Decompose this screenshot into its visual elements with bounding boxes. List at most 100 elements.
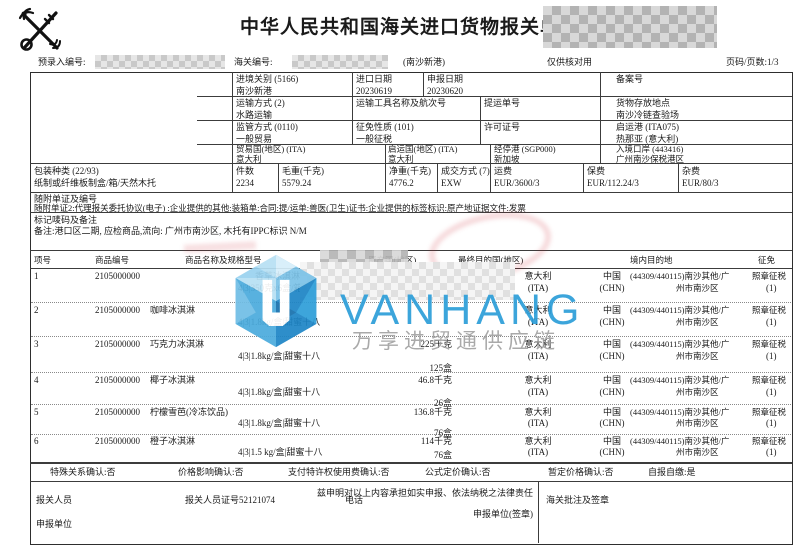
field-departure-port: 启运港 (ITA075) 热那亚 (意大利) — [616, 122, 680, 144]
field-gross-weight: 毛重(千克) 5579.24 — [282, 166, 324, 188]
duty-code: (1) — [766, 418, 777, 428]
dest-code: (CHN) — [599, 387, 625, 397]
duty-code: (1) — [766, 351, 777, 361]
qty-weight: 225千克 — [420, 339, 452, 349]
field-declare-date: 申报日期 20230620 — [427, 74, 464, 96]
item-no: 4 — [34, 375, 39, 385]
domestic-dest-line2: 州市南沙区 — [676, 351, 719, 361]
hs-code: 2105000000 — [95, 375, 140, 385]
domestic-dest-line1: (44309/440115)南沙其他/广 — [630, 305, 730, 315]
domestic-dest-line2: 州市南沙区 — [676, 447, 719, 457]
dest-code: (CHN) — [599, 317, 625, 327]
declare-unit-label: 申报单位 — [36, 519, 73, 529]
item-no: 3 — [34, 339, 39, 349]
page-title: 中华人民共和国海关进口货物报关单 — [239, 17, 560, 38]
confirm-self-declare: 自报自缴:是 — [648, 467, 696, 477]
domestic-dest-line2: 州市南沙区 — [676, 283, 719, 293]
field-transit-port: 经停港 (SGP000) 新加坡 — [494, 144, 556, 164]
field-pieces: 件数 2234 — [236, 166, 255, 188]
redacted-customs-no — [292, 55, 388, 69]
field-trade-country: 贸易国(地区) (ITA) 意大利 — [236, 144, 306, 164]
origin-country: 意大利 — [524, 305, 552, 315]
port-note: (南沙新港) — [403, 57, 445, 67]
duty-code: (1) — [766, 387, 777, 397]
origin-code: (ITA) — [527, 283, 549, 293]
item-no: 5 — [34, 407, 39, 417]
col-duty: 征免 — [758, 255, 776, 265]
marks-remarks-content: 备注:港口区二期, 应检商品,流向: 广州市南沙区, 木托有IPPC标识 N/M — [34, 226, 307, 236]
col-code: 商品编号 — [95, 255, 130, 265]
field-bill-no: 提运单号 — [484, 98, 521, 108]
dest-country: 中国 — [602, 375, 621, 385]
hs-code: 2105000000 — [95, 436, 140, 446]
goods-name: 巧克力冰淇淋 — [150, 339, 205, 349]
goods-spec: 4|3|1.8kg/盒|甜蜜十八 — [238, 351, 321, 361]
domestic-dest-line1: (44309/440115)南沙其他/广 — [630, 436, 730, 446]
origin-country: 意大利 — [524, 375, 552, 385]
field-record-no: 备案号 — [616, 74, 644, 84]
declarant-label: 报关人员 — [36, 495, 73, 505]
dest-country: 中国 — [602, 271, 621, 281]
form-border — [30, 72, 793, 545]
qty-weight: 46.8千克 — [418, 375, 452, 385]
pre-entry-no-label: 预录入编号: — [38, 57, 86, 67]
marks-remarks-label: 标记唛码及备注 — [34, 215, 98, 225]
declare-unit-seal: 申报单位(签章) — [473, 509, 533, 519]
confirm-provisional-price: 暂定价格确认:否 — [548, 467, 614, 477]
attached-docs-label: 随附单证及编号 — [34, 194, 98, 204]
duty-mode: 照章征税 — [752, 339, 787, 349]
goods-spec: 4|3|1.8kg/盒|甜蜜十八 — [238, 317, 321, 327]
domestic-dest-line1: (44309/440115)南沙其他/广 — [630, 407, 730, 417]
qty-weight: 136.8千克 — [413, 407, 452, 417]
page-info: 页码/页数:1/3 — [726, 57, 779, 67]
duty-mode: 照章征税 — [752, 375, 787, 385]
qty-boxes: 76盒 — [433, 450, 452, 460]
confirm-royalty: 支付特许权使用费确认:否 — [288, 467, 390, 477]
origin-code: (ITA) — [527, 317, 549, 327]
item-no: 1 — [34, 271, 39, 281]
declaration-statement: 兹申明对以上内容承担如实申报、依法纳税之法律责任 — [317, 488, 534, 498]
field-freight: 运费 EUR/3600/3 — [494, 166, 540, 188]
dest-code: (CHN) — [599, 351, 625, 361]
dest-country: 中国 — [602, 436, 621, 446]
goods-name: 橙子冰淇淋 — [150, 436, 196, 446]
origin-country: 意大利 — [524, 407, 552, 417]
qty-boxes: 125盒 — [429, 363, 452, 373]
field-entry-port: 进境关别 (5166) 南沙新港 — [236, 74, 299, 96]
hs-code: 2105000000 — [95, 305, 140, 315]
hs-code: 2105000000 — [95, 407, 140, 417]
customs-notes-label: 海关批注及签章 — [546, 495, 610, 505]
dest-country: 中国 — [602, 305, 621, 315]
goods-spec: 4|3|1.5 kg/盒|甜蜜十八 — [238, 447, 323, 457]
col-domestic-dest: 境内目的地 — [630, 255, 673, 265]
field-entry-point: 入境口岸 (443416) 广州南沙保税港区 — [616, 144, 685, 164]
field-tax-nature: 征免性质 (101) 一般征税 — [356, 122, 414, 144]
field-misc-fee: 杂费 EUR/80/3 — [682, 166, 719, 188]
field-net-weight: 净重(千克) 4776.2 — [389, 166, 431, 188]
phone-label: 电话 — [345, 495, 364, 505]
hs-code: 2105000000 — [95, 271, 140, 281]
origin-code: (ITA) — [527, 351, 549, 361]
item-no: 2 — [34, 305, 39, 315]
col-name-spec: 商品名称及规格型号 — [185, 255, 262, 265]
domestic-dest-line2: 州市南沙区 — [676, 317, 719, 327]
field-supervision-mode: 监管方式 (0110) 一般贸易 — [236, 122, 298, 144]
domestic-dest-line1: (44309/440115)南沙其他/广 — [630, 375, 730, 385]
goods-name: 椰子冰淇淋 — [150, 375, 196, 385]
item-no: 6 — [34, 436, 39, 446]
confirm-price-influence: 价格影响确认:否 — [178, 467, 244, 477]
field-departure-country: 启运国(地区) (ITA) 意大利 — [388, 144, 458, 164]
dest-code: (CHN) — [599, 283, 625, 293]
goods-spec: 4|3|1.8kg/盒|甜蜜十八 — [238, 387, 321, 397]
field-transaction-mode: 成交方式 (7) EXW — [441, 166, 490, 188]
origin-country: 意大利 — [524, 271, 552, 281]
redacted-pre-entry-no — [95, 55, 225, 69]
origin-country: 意大利 — [524, 436, 552, 446]
origin-code: (ITA) — [527, 418, 549, 428]
dest-code: (CHN) — [599, 418, 625, 428]
field-license-no: 许可证号 — [484, 122, 521, 132]
dest-code: (CHN) — [599, 447, 625, 457]
hs-code: 2105000000 — [95, 339, 140, 349]
field-insurance: 保费 EUR/112.24/3 — [587, 166, 639, 188]
duty-code: (1) — [766, 283, 777, 293]
